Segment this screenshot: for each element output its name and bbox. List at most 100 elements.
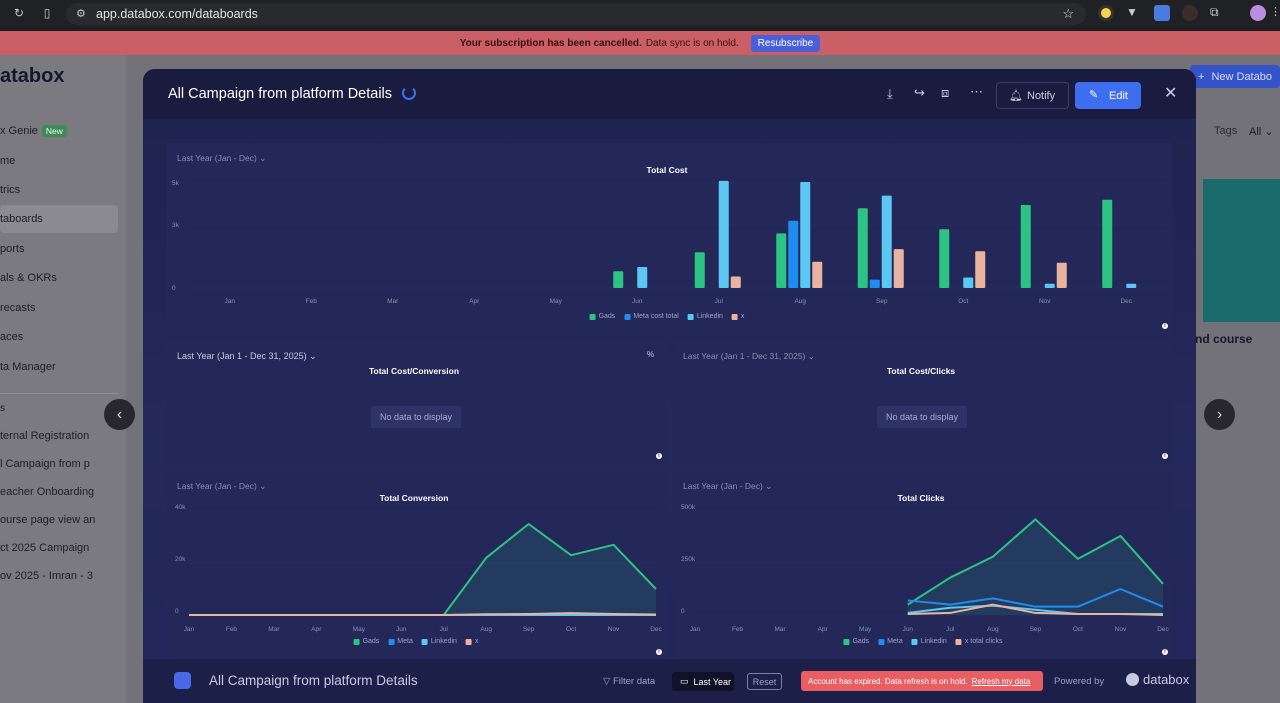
date-range-selector[interactable]: Last Year (Jan - Dec) ⌄ [177, 153, 266, 164]
legend-item-gads[interactable]: Gads [353, 638, 379, 645]
checkbox-icon [589, 313, 596, 320]
sidebar-board-item[interactable]: ternal Registration [0, 430, 90, 442]
databoard-card-title[interactable]: nd course [1195, 332, 1253, 346]
sidebar-board-item[interactable]: ourse page view an [0, 514, 96, 526]
sidebar-item-metrics[interactable]: trics [0, 184, 21, 196]
checkbox-icon [731, 313, 738, 320]
legend-item-meta[interactable]: Meta cost total [624, 313, 679, 320]
total-conversion-panel: Last Year (Jan - Dec) ⌄ Total Conversion… [167, 471, 666, 659]
date-range-button[interactable]: ▭ Last Year [672, 672, 734, 691]
extension-icon[interactable] [1098, 5, 1114, 21]
reload-icon[interactable]: ↻ [13, 6, 25, 20]
vpn-extension-icon[interactable]: ▼ [1126, 5, 1138, 19]
info-icon[interactable]: i [1162, 649, 1168, 655]
legend-label: x [740, 313, 745, 320]
sidebar: atabox x Genie New me trics taboards port… [0, 55, 126, 703]
databox-brand[interactable]: databox [1126, 672, 1189, 687]
user-avatar[interactable] [1250, 5, 1266, 21]
legend-item-x[interactable]: x total clicks [955, 638, 1003, 645]
translate-extension-icon[interactable] [1154, 5, 1170, 21]
next-arrow-button[interactable]: › [1204, 399, 1235, 430]
chart-legend: Gads Meta cost total Linkedin x [589, 313, 745, 320]
site-settings-icon[interactable]: ⚙ [76, 8, 86, 20]
legend-item-meta[interactable]: Meta [388, 638, 413, 645]
cost-clicks-panel: Last Year (Jan 1 - Dec 31, 2025) ⌄ Total… [673, 341, 1173, 465]
extensions-puzzle-icon[interactable]: ⧉ [1210, 5, 1219, 19]
share-icon[interactable]: ↪ [914, 85, 925, 100]
profile-extension-icon[interactable] [1182, 5, 1198, 21]
date-range-selector[interactable]: Last Year (Jan - Dec) ⌄ [683, 481, 772, 492]
previous-arrow-button[interactable]: ‹ [104, 399, 135, 430]
sidebar-toggle-icon[interactable]: ▯ [43, 6, 51, 20]
account-expired-alert: Account has expired. Data refresh is on … [801, 671, 1043, 691]
x-tick-label: Aug [480, 626, 492, 633]
sidebar-item-goals[interactable]: als & OKRs [0, 272, 57, 284]
bar [1056, 262, 1067, 288]
date-range-label: Last Year (Jan - Dec) [683, 481, 763, 491]
present-icon[interactable]: ⧈ [941, 85, 950, 100]
checkbox-icon [955, 638, 962, 645]
legend-item-gads[interactable]: Gads [589, 313, 615, 320]
modal-header: All Campaign from platform Details ⤓ ↪ ⧈… [143, 69, 1196, 119]
loading-spinner-icon [402, 86, 416, 100]
x-tick-label: Jul [715, 298, 724, 305]
download-icon[interactable]: ⤓ [887, 86, 893, 101]
refresh-data-link[interactable]: Refresh my data [971, 676, 1031, 686]
sidebar-item-databoards[interactable]: taboards [0, 213, 43, 225]
sidebar-item-spaces[interactable]: aces [0, 331, 24, 343]
more-options-icon[interactable]: ⋯ [970, 84, 983, 99]
sidebar-board-item[interactable]: l Campaign from p [0, 458, 90, 470]
bar [939, 229, 950, 288]
bell-icon: 🔔︎ [1009, 90, 1023, 102]
info-icon[interactable]: i [1162, 453, 1168, 459]
date-range-selector[interactable]: Last Year (Jan 1 - Dec 31, 2025) ⌄ [177, 351, 317, 362]
legend-item-meta[interactable]: Meta [878, 638, 903, 645]
address-bar[interactable]: ⚙ app.databox.com/databoards ☆ [66, 3, 1086, 25]
series-line [907, 603, 1164, 616]
menu-dots-icon[interactable]: ⋮ [1270, 6, 1280, 18]
series-line [907, 588, 1164, 608]
info-icon[interactable]: i [1162, 323, 1168, 329]
modal-body: Last Year (Jan - Dec) ⌄ Total Cost 0 3k 5k… [143, 119, 1196, 659]
percent-icon: % [647, 350, 655, 359]
sidebar-board-item[interactable]: ct 2025 Campaign [0, 542, 90, 554]
bookmark-star-icon[interactable]: ☆ [1062, 6, 1074, 21]
legend-item-x[interactable]: x [731, 313, 745, 320]
legend-item-gads[interactable]: Gads [843, 638, 869, 645]
y-tick-label: 0 [175, 608, 179, 615]
sidebar-item-genie[interactable]: x Genie New [0, 125, 67, 137]
legend-item-linkedin[interactable]: Linkedin [421, 638, 457, 645]
reset-button[interactable]: Reset [747, 673, 782, 690]
sidebar-board-item[interactable]: eacher Onboarding [0, 486, 95, 498]
brand-logo[interactable]: atabox [0, 65, 65, 87]
new-databoard-button[interactable]: + New Databo [1190, 65, 1280, 88]
browser-toolbar: ↻ ▯ ⚙ app.databox.com/databoards ☆ ▼ ⧉ ⋮ [0, 0, 1280, 27]
banner-text: Data sync is on hold. [645, 37, 739, 49]
expired-text: Account has expired. Data refresh is on … [808, 676, 968, 686]
edit-button[interactable]: ✎ Edit [1075, 82, 1141, 109]
legend-item-x[interactable]: x [465, 638, 478, 645]
sidebar-item-home[interactable]: me [0, 155, 16, 167]
resubscribe-button[interactable]: Resubscribe [750, 34, 821, 52]
sidebar-board-item[interactable]: ov 2025 - Imran - 3 [0, 570, 93, 582]
databoard-thumbnail[interactable] [1203, 179, 1280, 322]
legend-item-linkedin[interactable]: Linkedin [911, 638, 947, 645]
x-tick-label: Dec [650, 626, 662, 633]
info-icon[interactable]: i [656, 649, 662, 655]
checkbox-icon [388, 638, 395, 645]
legend-item-linkedin[interactable]: Linkedin [687, 313, 723, 320]
date-range-selector[interactable]: Last Year (Jan - Dec) ⌄ [177, 481, 266, 492]
filter-data-button[interactable]: ▽ Filter data [603, 676, 655, 687]
cost-conversion-panel: Last Year (Jan 1 - Dec 31, 2025) ⌄ Total… [167, 341, 666, 465]
info-icon[interactable]: i [656, 453, 662, 459]
powered-by-label: Powered by [1054, 676, 1105, 687]
close-icon[interactable]: ✕ [1164, 85, 1178, 102]
notify-button[interactable]: 🔔︎ Notify [996, 82, 1069, 109]
checkbox-icon [843, 638, 850, 645]
total-cost-panel: Last Year (Jan - Dec) ⌄ Total Cost 0 3k 5k… [167, 143, 1173, 335]
sidebar-item-forecasts[interactable]: recasts [0, 302, 36, 314]
sidebar-item-data-manager[interactable]: ta Manager [0, 361, 56, 373]
date-range-selector[interactable]: Last Year (Jan 1 - Dec 31, 2025) ⌄ [683, 351, 815, 362]
sidebar-item-reports[interactable]: ports [0, 243, 25, 255]
tags-select[interactable]: All ⌄ [1249, 125, 1274, 138]
